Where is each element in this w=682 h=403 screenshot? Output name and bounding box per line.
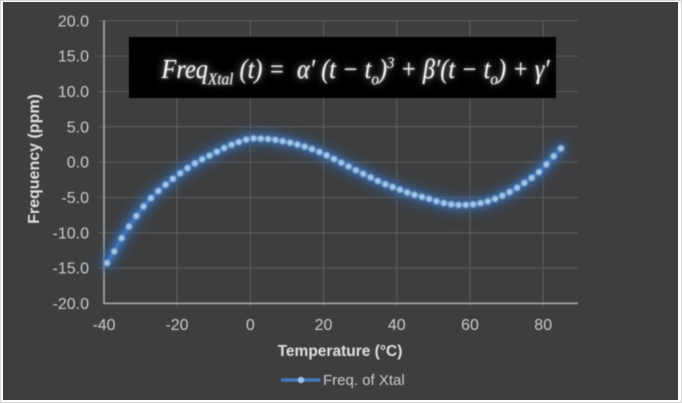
svg-text:60: 60 (461, 317, 479, 334)
svg-text:-20.0: -20.0 (53, 296, 90, 313)
svg-text:Freq. of Xtal: Freq. of Xtal (323, 372, 405, 389)
svg-text:0.0: 0.0 (67, 155, 89, 172)
svg-text:15.0: 15.0 (58, 49, 89, 66)
svg-text:5.0: 5.0 (67, 119, 89, 136)
svg-text:0: 0 (246, 317, 255, 334)
svg-text:10.0: 10.0 (58, 84, 89, 101)
svg-text:-5.0: -5.0 (61, 190, 89, 207)
svg-text:80: 80 (534, 317, 552, 334)
svg-text:-15.0: -15.0 (53, 261, 90, 278)
svg-text:40: 40 (388, 317, 406, 334)
svg-text:-40: -40 (92, 317, 115, 334)
svg-text:Temperature (°C): Temperature (°C) (278, 343, 403, 360)
svg-text:20: 20 (315, 317, 333, 334)
svg-text:-10.0: -10.0 (53, 225, 90, 242)
svg-text:-20: -20 (165, 317, 188, 334)
svg-text:Frequency (ppm): Frequency (ppm) (26, 94, 43, 224)
svg-text:20.0: 20.0 (58, 13, 89, 30)
